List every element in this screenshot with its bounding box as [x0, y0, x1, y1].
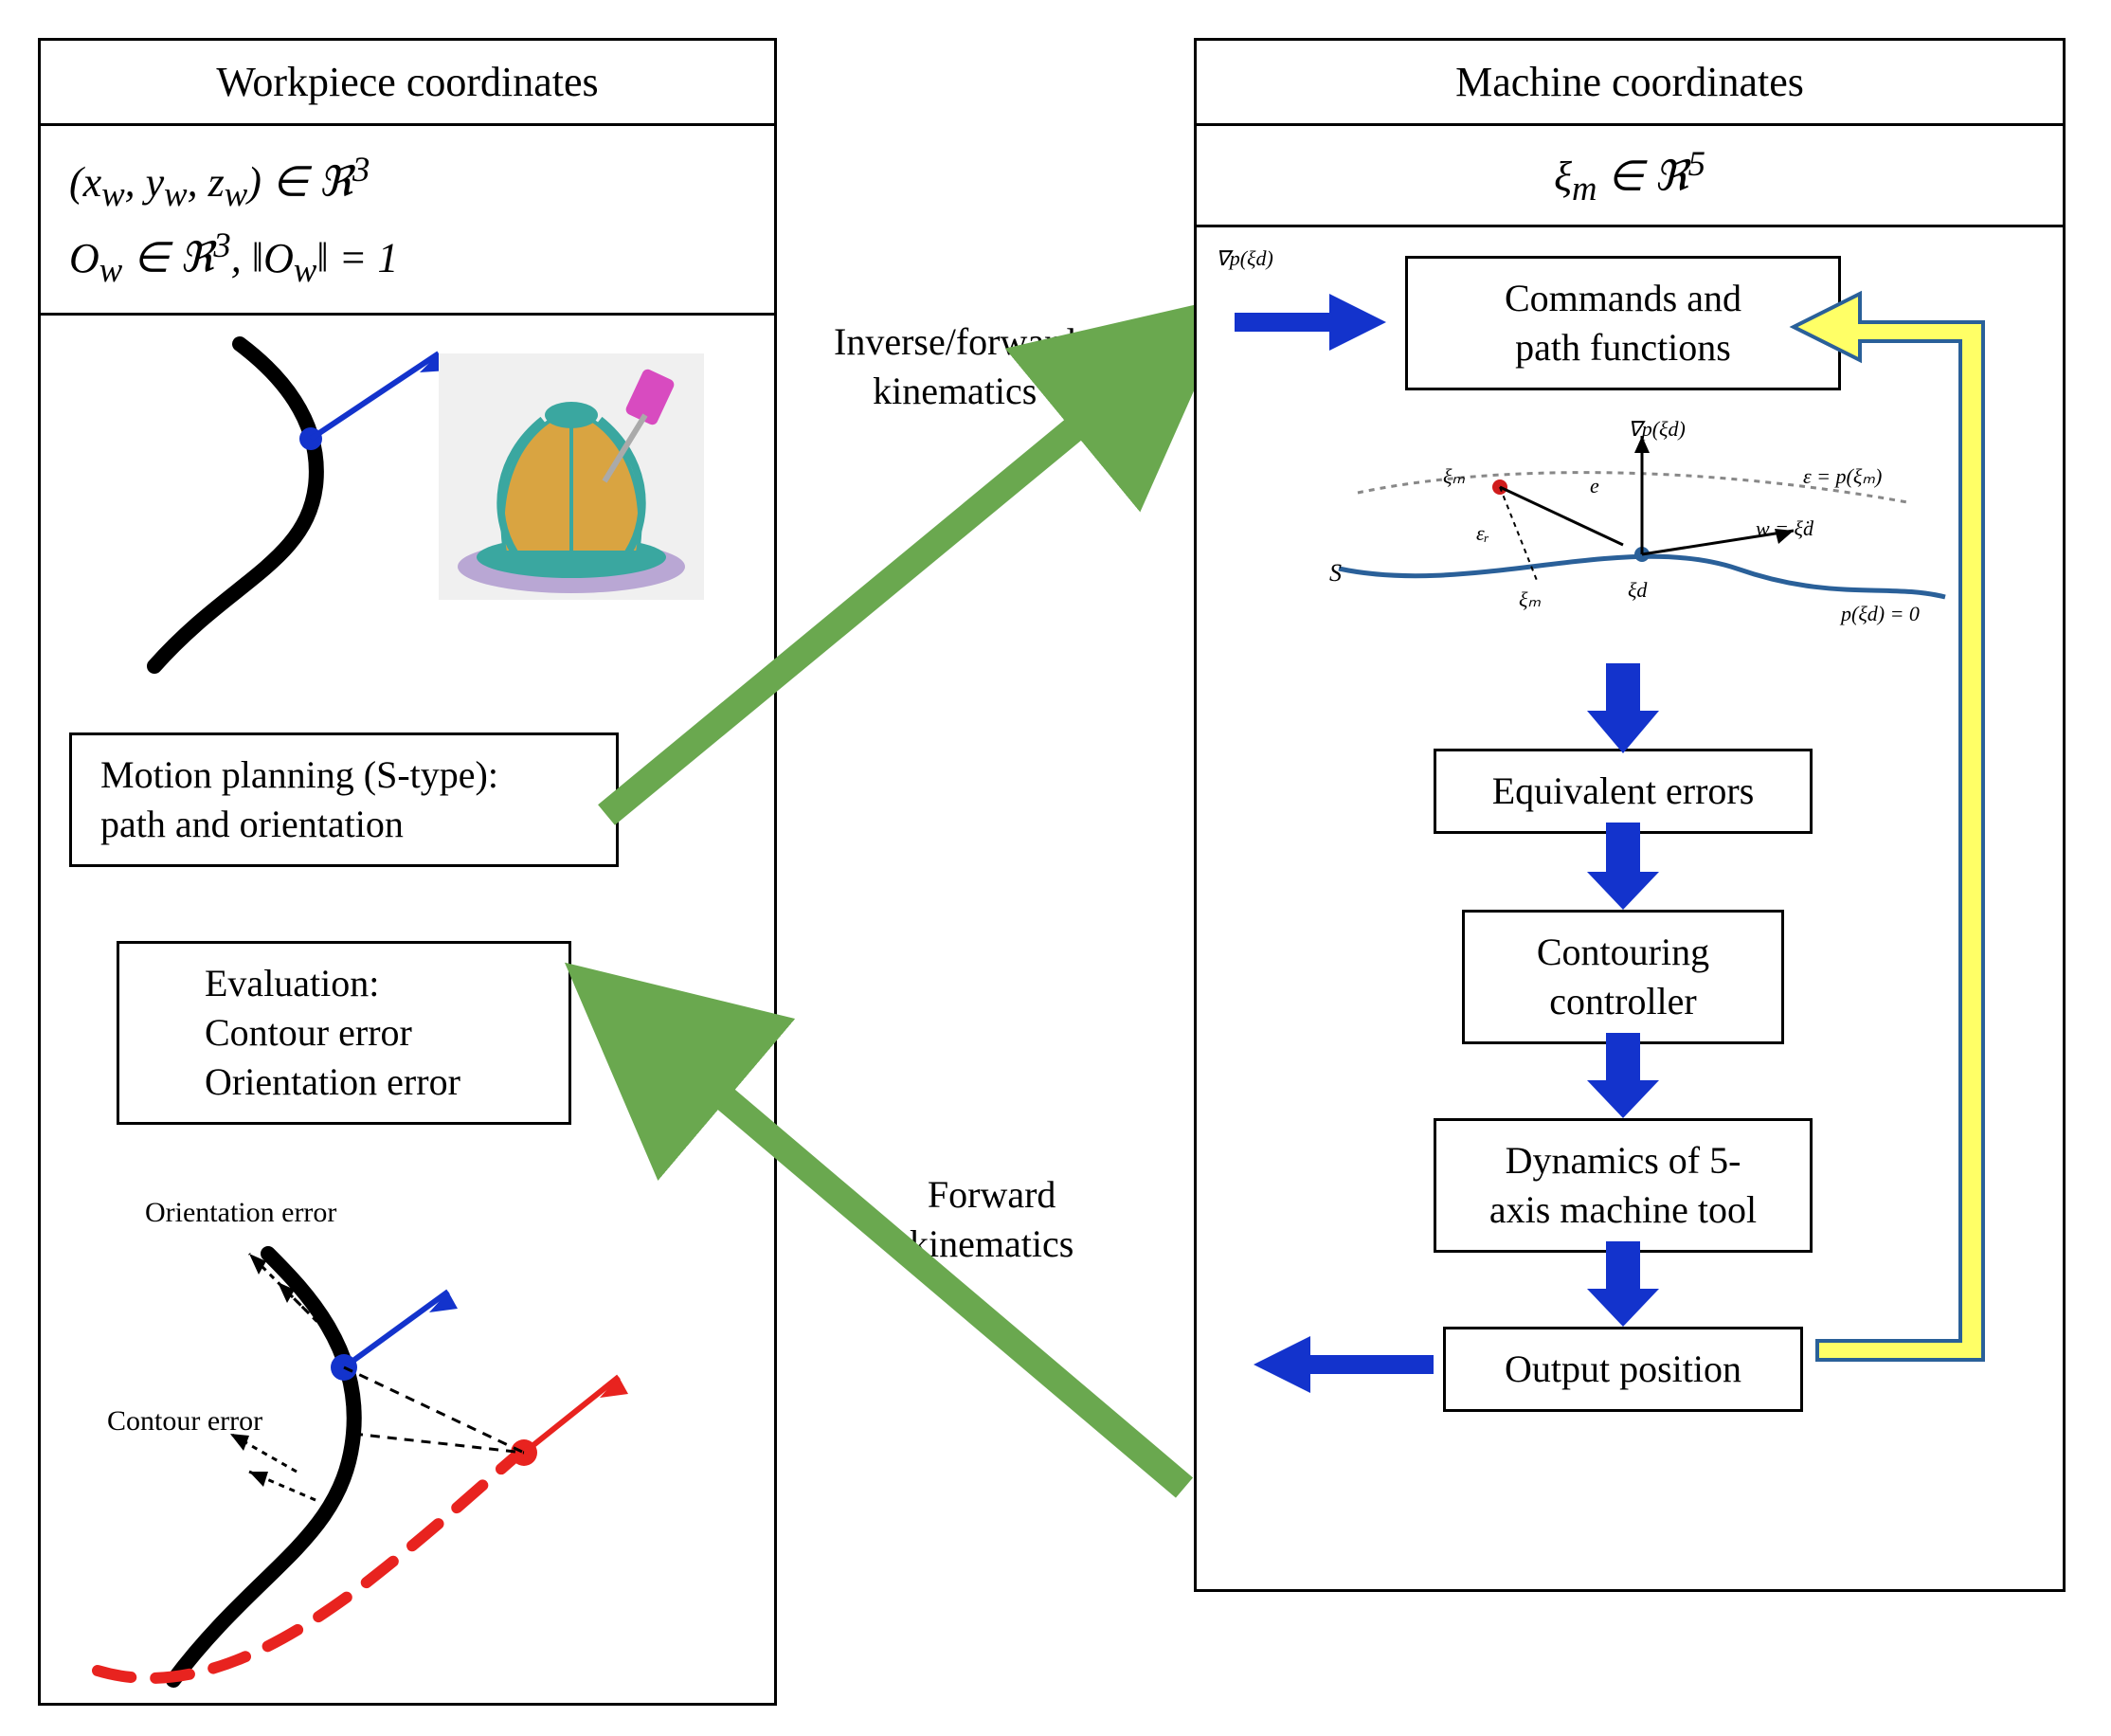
evaluation-box: Evaluation: Contour error Orientation er…	[117, 941, 571, 1125]
mini-eps: ε = p(ξₘ)	[1803, 464, 1882, 489]
dynamics-text: Dynamics of 5- axis machine tool	[1459, 1136, 1787, 1235]
workpiece-math: (xw, yw, zw) ∈ ℜ3 Ow ∈ ℜ3, ‖Ow‖ = 1	[41, 126, 774, 316]
commands-box: Commands and path functions	[1405, 256, 1841, 390]
motion-planning-text: Motion planning (S-type): path and orien…	[100, 750, 593, 849]
mini-xid: ξd	[1628, 578, 1647, 603]
machine-math: ξm ∈ ℜ5	[1197, 126, 2063, 227]
orientation-error-label: Orientation error	[145, 1197, 336, 1229]
inverse-forward-kinematics-label: Inverse/forward kinematics	[834, 317, 1075, 416]
evaluation-text: Evaluation: Contour error Orientation er…	[205, 959, 546, 1107]
mini-xim: ξₘ	[1443, 464, 1465, 489]
error-curves-illustration	[41, 1187, 780, 1718]
workpiece-3d-illustration	[439, 353, 704, 600]
workpiece-title: Workpiece coordinates	[41, 41, 774, 126]
dynamics-box: Dynamics of 5- axis machine tool	[1434, 1118, 1813, 1253]
forward-kinematics-label: Forward kinematics	[910, 1170, 1074, 1269]
motion-planning-box: Motion planning (S-type): path and orien…	[69, 732, 619, 867]
output-position-box: Output position	[1443, 1327, 1803, 1412]
commands-text: Commands and path functions	[1431, 274, 1815, 372]
mini-epsr: εᵣ	[1476, 521, 1489, 546]
workpiece-body: Motion planning (S-type): path and orien…	[41, 316, 774, 1709]
mini-S: S	[1329, 559, 1342, 588]
mini-w: w = ξ̇d	[1756, 516, 1813, 541]
contour-error-label: Contour error	[107, 1405, 262, 1438]
contouring-controller-box: Contouring controller	[1462, 910, 1784, 1044]
mini-e: e	[1590, 474, 1599, 498]
mini-ximb: ξₘ	[1519, 588, 1541, 612]
curve-top-illustration	[41, 316, 780, 714]
mini-p0: p(ξd) = 0	[1841, 602, 1920, 626]
contouring-controller-text: Contouring controller	[1488, 928, 1759, 1026]
output-position-text: Output position	[1469, 1345, 1777, 1394]
equivalent-errors-box: Equivalent errors	[1434, 749, 1813, 834]
machine-panel: Machine coordinates ξm ∈ ℜ5 Commands and…	[1194, 38, 2066, 1592]
mini-grad-label: ∇p(ξd)	[1216, 246, 1273, 271]
workpiece-panel: Workpiece coordinates (xw, yw, zw) ∈ ℜ3 …	[38, 38, 777, 1706]
machine-title: Machine coordinates	[1197, 41, 2063, 126]
mini-grad-label2: ∇p(ξd)	[1628, 417, 1686, 442]
equivalent-errors-text: Equivalent errors	[1459, 767, 1787, 816]
machine-body: Commands and path functions ∇p(ξd) ∇p(ξd	[1197, 227, 2063, 1573]
